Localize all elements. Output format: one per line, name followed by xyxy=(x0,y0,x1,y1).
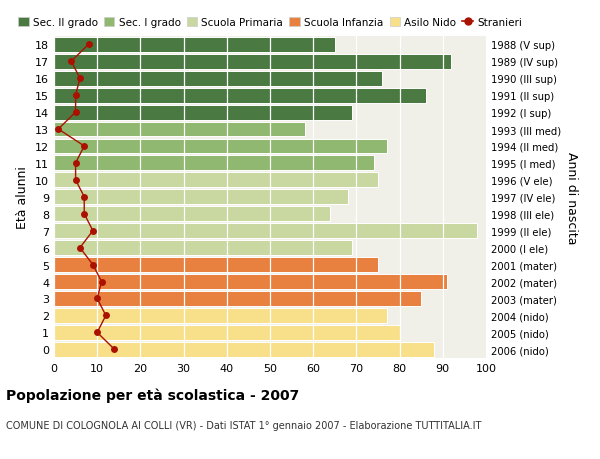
Text: COMUNE DI COLOGNOLA AI COLLI (VR) - Dati ISTAT 1° gennaio 2007 - Elaborazione TU: COMUNE DI COLOGNOLA AI COLLI (VR) - Dati… xyxy=(6,420,481,430)
Bar xyxy=(54,342,434,357)
Bar xyxy=(54,173,378,188)
Bar xyxy=(54,224,478,239)
Bar xyxy=(54,207,331,222)
Bar xyxy=(54,190,348,205)
Legend: Sec. II grado, Sec. I grado, Scuola Primaria, Scuola Infanzia, Asilo Nido, Stran: Sec. II grado, Sec. I grado, Scuola Prim… xyxy=(18,18,522,28)
Bar xyxy=(54,241,352,256)
Bar xyxy=(54,291,421,306)
Bar xyxy=(54,308,386,323)
Y-axis label: Anni di nascita: Anni di nascita xyxy=(565,151,578,244)
Bar xyxy=(54,139,386,154)
Bar xyxy=(54,89,425,103)
Bar xyxy=(54,156,374,171)
Bar xyxy=(54,55,451,69)
Bar xyxy=(54,122,305,137)
Bar xyxy=(54,274,447,289)
Bar xyxy=(54,257,378,273)
Bar xyxy=(54,106,352,120)
Y-axis label: Età alunni: Età alunni xyxy=(16,166,29,229)
Bar xyxy=(54,72,382,86)
Bar xyxy=(54,325,400,340)
Text: Popolazione per età scolastica - 2007: Popolazione per età scolastica - 2007 xyxy=(6,388,299,403)
Bar xyxy=(54,38,335,53)
